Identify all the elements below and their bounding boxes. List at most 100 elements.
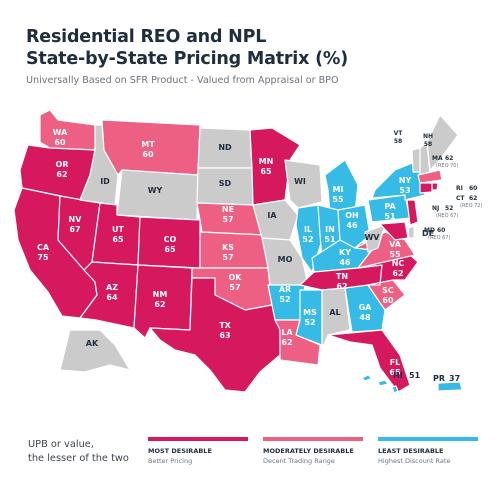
state-value-ny: 53 (399, 186, 410, 195)
state-label-ks: KS (222, 243, 234, 252)
state-ma (417, 169, 443, 184)
state-label-al: AL (329, 308, 340, 317)
state-value-la: 62 (281, 338, 292, 347)
state-label-ny: NY (399, 176, 412, 185)
state-label-ri: RI (456, 185, 463, 192)
state-value-tx: 63 (219, 331, 230, 340)
state-label-sd: SD (219, 179, 232, 188)
state-value-pr: 37 (449, 374, 460, 383)
state-label-mo: MO (278, 255, 293, 264)
state-label-mt: MT (141, 140, 155, 149)
state-nc (357, 254, 419, 286)
page-title: Residential REO and NPL State-by-State P… (26, 26, 348, 70)
state-value-or: 62 (56, 170, 67, 179)
state-label-ia: IA (267, 211, 277, 220)
state-label-wy: WY (148, 186, 163, 195)
state-value-sc: 60 (382, 296, 394, 305)
state-vt (411, 147, 421, 173)
state-ak (59, 329, 131, 373)
state-value-mn: 65 (260, 167, 272, 176)
state-value-ct: 62 (469, 195, 477, 202)
state-ct (419, 182, 433, 194)
state-label-va: VA (389, 240, 402, 249)
legend-swatch-least (378, 437, 478, 441)
title-line-2: State-by-State Pricing Matrix (%) (26, 49, 349, 69)
state-value-ar: 52 (279, 295, 290, 304)
state-note-nj: (REO 67) (436, 213, 458, 219)
state-wi (284, 159, 323, 209)
state-value-in: 51 (324, 235, 336, 244)
state-value-co: 65 (164, 245, 176, 254)
state-wa (39, 109, 96, 151)
state-note-md: (REO 67) (428, 235, 450, 241)
state-md (379, 221, 409, 241)
state-value-md: 60 (437, 227, 445, 234)
state-label-md: MD (424, 227, 435, 234)
state-label-oh: OH (345, 211, 359, 220)
state-label-ok: OK (229, 273, 243, 282)
state-wy (116, 169, 199, 221)
state-label-de: DE (422, 229, 434, 238)
state-value-nm: 62 (154, 300, 165, 309)
state-label-nj: NJ (432, 205, 439, 212)
state-label-fl: FL (390, 358, 401, 367)
us-state-map: WA60OR62CA75NV67IDMT60WYUT65AZ64CO65NM62… (13, 109, 482, 394)
state-value-ma: 62 (445, 155, 453, 162)
state-label-la: LA (281, 328, 293, 337)
state-label-vt: VT (394, 130, 404, 137)
state-label-tn: TN (336, 272, 348, 281)
state-value-nc: 62 (392, 269, 403, 278)
legend-desc-moderate: Decent Trading Range (263, 457, 335, 465)
state-label-ca: CA (37, 243, 50, 252)
legend-heading-most: MOST DESIRABLE (148, 447, 212, 455)
state-label-nm: NM (153, 290, 168, 299)
title-line-1: Residential REO and NPL (26, 27, 267, 47)
state-label-ga: GA (359, 303, 373, 312)
legend-intro-line-1: UPB or value, (28, 439, 94, 450)
state-fl (327, 329, 411, 393)
state-value-wa: 60 (54, 138, 66, 147)
state-oh (337, 204, 371, 249)
legend-least-desirable: LEAST DESIRABLE Highest Discount Rate (378, 437, 478, 465)
state-wv (364, 224, 386, 253)
state-note-ma: (REO 70) (436, 163, 458, 169)
state-label-ar: AR (279, 285, 291, 294)
state-ny (371, 159, 426, 201)
state-value-oh: 46 (346, 221, 358, 230)
state-value-pa: 51 (384, 212, 396, 221)
state-label-pa: PA (384, 202, 396, 211)
state-label-nh: NH (423, 133, 433, 140)
state-value-ms: 52 (304, 318, 315, 327)
state-value-nj: 52 (445, 205, 453, 212)
state-de (407, 225, 415, 239)
state-label-nd: ND (218, 143, 232, 152)
state-ks (199, 231, 269, 269)
state-label-tx: TX (219, 321, 231, 330)
state-label-ak: AK (86, 339, 99, 348)
state-value-vt: 58 (394, 138, 402, 145)
state-value-az: 64 (106, 293, 118, 302)
legend-desc-least: Highest Discount Rate (378, 457, 451, 465)
state-value-ca: 75 (37, 253, 49, 262)
state-label-nc: NC (392, 259, 405, 268)
state-pr (437, 381, 463, 392)
state-value-ga: 48 (359, 313, 371, 322)
state-nj (406, 199, 419, 226)
state-value-tn: 62 (336, 282, 347, 291)
legend-heading-moderate: MODERATELY DESIRABLE (263, 447, 354, 455)
state-label-mi: MI (333, 185, 344, 194)
legend-desc-most: Better Pricing (148, 457, 193, 465)
state-value-ut: 65 (112, 235, 124, 244)
state-tx (149, 277, 281, 393)
legend-swatch-most (148, 437, 248, 441)
legend-intro: UPB or value, the lesser of the two (28, 438, 129, 466)
state-label-ne: NE (222, 205, 234, 214)
state-label-ct: CT (456, 195, 465, 202)
state-ri (431, 182, 439, 191)
state-label-ms: MS (303, 308, 317, 317)
state-label-co: CO (164, 235, 177, 244)
state-value-hi: 51 (409, 371, 421, 380)
legend-intro-line-2: the lesser of the two (28, 453, 129, 464)
state-label-ky: KY (339, 248, 351, 257)
state-label-pr: PR (433, 374, 445, 383)
